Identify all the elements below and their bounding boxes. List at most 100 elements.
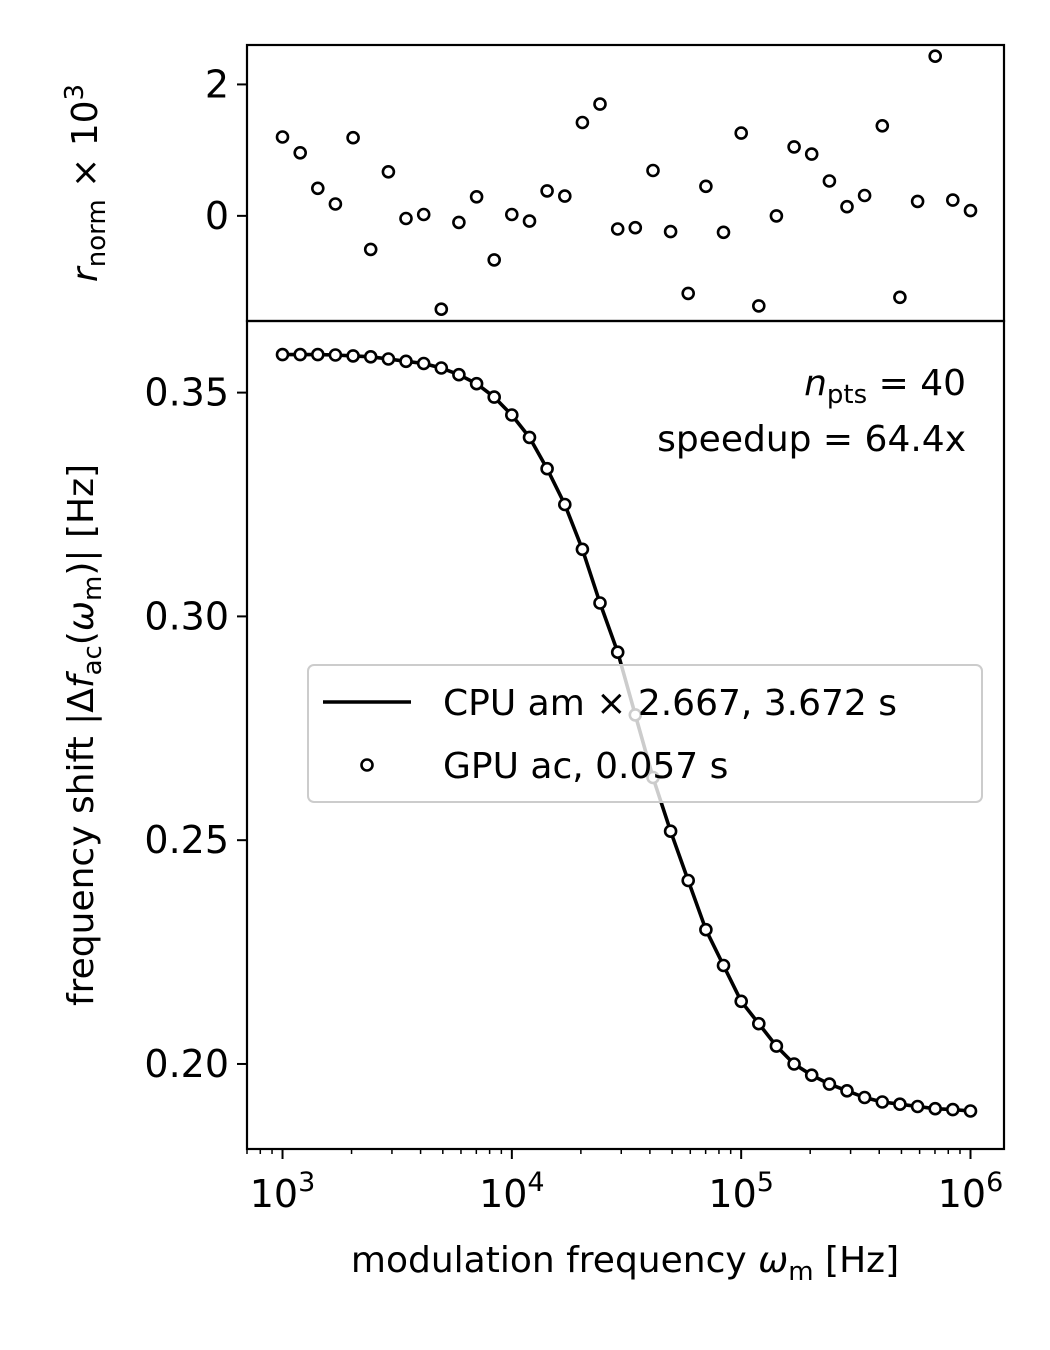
residual-point	[363, 242, 378, 257]
residual-point	[293, 146, 308, 160]
gpu-ac-point	[452, 367, 466, 382]
residual-point	[557, 189, 572, 203]
legend-entry-gpu: GPU ac, 0.057 s	[443, 746, 728, 787]
gpu-ac-point	[928, 1101, 943, 1116]
gpu-ac-point	[857, 1090, 872, 1105]
gpu-ac-point	[893, 1097, 907, 1111]
frequency-x-tick-label: 106	[938, 1167, 1004, 1216]
frequency-x-tick-label: 103	[250, 1167, 316, 1216]
gpu-ac-point	[540, 461, 554, 476]
residual-y-tick-label: 0	[205, 194, 229, 238]
gpu-ac-point	[469, 376, 484, 391]
residual-y-ticks: 02	[205, 62, 247, 238]
gpu-ac-point	[487, 390, 502, 404]
residual-point	[893, 290, 907, 305]
gpu-ac-point	[416, 356, 431, 371]
gpu-ac-series-points	[275, 347, 978, 1118]
residual-y-tick-label: 2	[205, 62, 229, 106]
gpu-ac-point	[610, 645, 625, 660]
frequency-shift-y-ticks: 0.20 0.25 0.30 0.35	[144, 371, 247, 1086]
gpu-ac-point	[963, 1104, 978, 1118]
residual-point	[452, 215, 466, 230]
gpu-ac-point	[804, 1068, 819, 1082]
legend-gpu-marker-swatch	[360, 758, 374, 772]
residual-point	[699, 179, 713, 194]
gpu-ac-point	[399, 354, 413, 369]
gpu-ac-point	[840, 1084, 854, 1098]
gpu-ac-point	[346, 349, 360, 363]
residual-y-axis-label: rnorm × 103	[60, 84, 112, 282]
frequency-x-axis-label: modulation frequency ωm [Hz]	[351, 1240, 899, 1287]
gpu-ac-point	[716, 958, 731, 973]
gpu-ac-point	[769, 1039, 784, 1053]
residual-point	[593, 97, 607, 111]
residual-point	[910, 194, 925, 209]
frequency-shift-y-tick-label: 0.25	[144, 818, 229, 862]
residual-point	[522, 214, 537, 228]
residual-point	[540, 184, 554, 198]
residual-point	[310, 181, 325, 196]
gpu-ac-point	[293, 347, 308, 362]
residual-axes-frame	[245, 43, 1006, 323]
legend-entry-cpu: CPU am × 2.667, 3.672 s	[443, 683, 897, 724]
frequency-shift-axes-frame	[245, 319, 1006, 1151]
residual-point	[875, 119, 890, 133]
speedup-annotation: speedup = 64.4x	[657, 419, 966, 460]
gpu-ac-point	[875, 1095, 890, 1109]
gpu-ac-point	[663, 824, 678, 839]
gpu-ac-point	[504, 408, 519, 422]
gpu-ac-point	[734, 994, 749, 1009]
residual-point	[857, 188, 872, 203]
frequency-shift-y-axis-label: frequency shift |Δfac(ωm)| [Hz]	[61, 464, 108, 1006]
residual-point	[469, 190, 484, 204]
residual-point	[646, 163, 660, 178]
residual-point	[663, 224, 678, 239]
residual-point	[504, 207, 519, 222]
legend: CPU am × 2.667, 3.672 s GPU ac, 0.057 s	[307, 664, 983, 803]
gpu-ac-point	[945, 1102, 960, 1117]
frequency-shift-panel: 0.200.250.300.35 103 104 105 106 npts = 40 …	[61, 319, 1006, 1287]
frequency-x-tick-label: 104	[479, 1167, 545, 1216]
gpu-ac-point	[310, 347, 325, 362]
gpu-ac-point	[557, 497, 572, 512]
frequency-shift-y-tick-label: 0.35	[144, 371, 229, 415]
gpu-ac-point	[328, 348, 343, 362]
residual-point	[963, 203, 978, 218]
residual-point	[346, 130, 360, 145]
frequency-shift-y-tick-label: 0.20	[144, 1042, 229, 1086]
residual-point	[575, 115, 590, 130]
gpu-ac-point	[381, 352, 396, 366]
residual-panel: 02 rnorm × 103	[60, 43, 1006, 323]
gpu-ac-point	[575, 542, 590, 557]
residual-point	[275, 130, 290, 144]
residual-point	[434, 302, 449, 317]
gpu-ac-point	[787, 1057, 801, 1071]
gpu-ac-point	[699, 922, 713, 937]
gpu-ac-point	[681, 873, 696, 888]
gpu-ac-point	[593, 596, 607, 610]
residual-point	[787, 140, 801, 154]
residual-point	[628, 220, 643, 235]
frequency-x-tick-label: 105	[708, 1167, 774, 1216]
residual-point	[416, 207, 431, 222]
gpu-ac-point	[434, 361, 449, 375]
residual-point	[381, 165, 396, 179]
residual-point	[928, 49, 943, 64]
gpu-ac-point	[522, 430, 537, 445]
residual-point	[840, 199, 854, 214]
npts-annotation: npts = 40	[804, 363, 966, 410]
gpu-ac-point	[363, 349, 378, 364]
residual-point	[399, 211, 413, 226]
residual-point	[487, 253, 502, 267]
gpu-ac-point	[910, 1099, 925, 1114]
legend-box	[307, 664, 983, 803]
residual-point	[945, 193, 960, 207]
residual-point	[804, 147, 819, 161]
frequency-shift-y-tick-label: 0.30	[144, 594, 229, 638]
gpu-ac-point	[822, 1077, 837, 1091]
frequency-x-ticks: 103 104 105 106	[246, 1149, 1004, 1216]
residual-point	[734, 126, 749, 140]
residual-point	[681, 286, 696, 301]
residual-point	[822, 174, 837, 188]
